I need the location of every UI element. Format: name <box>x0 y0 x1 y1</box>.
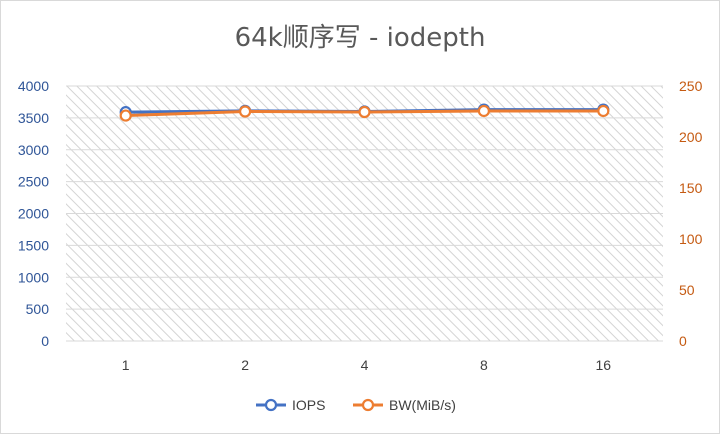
y-left-tick-label: 1500 <box>18 237 49 253</box>
data-point-bw-mib-s <box>358 105 371 119</box>
legend-marker <box>264 398 278 412</box>
y-left-tick-label: 4000 <box>18 78 49 94</box>
x-tick-label: 1 <box>122 357 130 373</box>
legend-marker <box>361 398 375 412</box>
data-point-bw-mib-s <box>477 104 490 118</box>
y-left-tick-label: 2500 <box>18 174 49 190</box>
y-right-tick-label: 250 <box>679 78 703 94</box>
x-tick-label: 4 <box>361 357 369 373</box>
y-left-tick-label: 2000 <box>18 206 49 222</box>
legend-label: BW(MiB/s) <box>389 397 456 413</box>
x-tick-label: 2 <box>241 357 249 373</box>
legend-label: IOPS <box>292 397 325 413</box>
y-left-tick-label: 3500 <box>18 110 49 126</box>
chart-title: 64k顺序写 - iodepth <box>235 23 486 53</box>
y-right-tick-label: 50 <box>679 282 695 298</box>
x-tick-label: 16 <box>596 357 612 373</box>
y-right-tick-label: 200 <box>679 129 703 145</box>
x-tick-label: 8 <box>480 357 488 373</box>
y-left-tick-label: 3000 <box>18 142 49 158</box>
y-left-tick-label: 1000 <box>18 269 49 285</box>
y-right-tick-label: 150 <box>679 180 703 196</box>
y-left-tick-label: 500 <box>26 301 50 317</box>
y-right-tick-label: 0 <box>679 333 687 349</box>
y-right-tick-label: 100 <box>679 231 703 247</box>
data-point-bw-mib-s <box>239 105 252 118</box>
data-point-bw-mib-s <box>597 104 610 118</box>
y-left-tick-label: 0 <box>41 333 49 349</box>
data-point-bw-mib-s <box>119 109 132 122</box>
